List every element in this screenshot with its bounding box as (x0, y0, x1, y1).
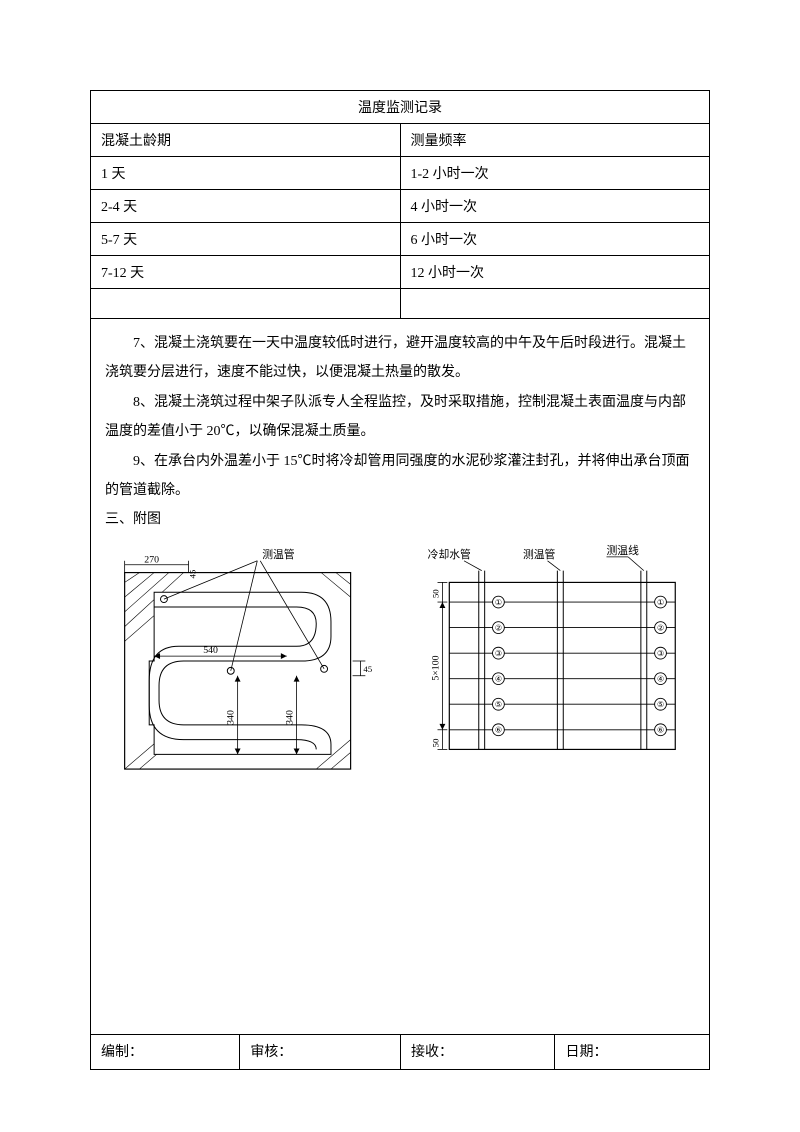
svg-text:⑥: ⑥ (657, 725, 664, 734)
dim-45-right: 45 (363, 664, 372, 674)
monitoring-table: 温度监测记录 混凝土龄期 测量频率 1 天1-2 小时一次 2-4 天4 小时一… (91, 91, 709, 319)
table-row: 5-7 天6 小时一次 (91, 223, 709, 256)
footer-review: 审核： (239, 1035, 400, 1069)
svg-text:③: ③ (657, 649, 664, 658)
svg-text:①: ① (495, 598, 502, 607)
table-row (91, 289, 709, 319)
table-row: 1 天1-2 小时一次 (91, 157, 709, 190)
svg-text:②: ② (657, 623, 664, 632)
svg-text:①: ① (657, 598, 664, 607)
dim-340b: 340 (285, 710, 296, 725)
label-pipe2: 测温管 (523, 547, 556, 561)
section-3-heading: 三、附图 (105, 505, 695, 534)
table-title: 温度监测记录 (91, 91, 709, 124)
table-header-freq: 测量频率 (400, 124, 709, 157)
label-line: 测温线 (607, 543, 640, 557)
svg-text:③: ③ (495, 649, 502, 658)
diagram-section: ① ① ② ② ③ ③ ④ ④ ⑤ ⑤ ⑥ ⑥ 冷却水管 测温管 测温线 50 (410, 541, 695, 781)
label-pipe: 测温管 (262, 547, 295, 561)
svg-text:④: ④ (657, 674, 664, 683)
table-row: 7-12 天12 小时一次 (91, 256, 709, 289)
paragraph-7: 7、混凝土浇筑要在一天中温度较低时进行，避开温度较高的中午及午后时段进行。混凝土… (105, 329, 695, 388)
paragraph-8: 8、混凝土浇筑过程中架子队派专人全程监控，及时采取措施，控制混凝土表面温度与内部… (105, 388, 695, 447)
diagram-plan: 测温管 270 45 540 45 (105, 541, 380, 781)
dim-540: 540 (203, 645, 218, 656)
table-header-age: 混凝土龄期 (91, 124, 400, 157)
footer-made: 编制： (91, 1035, 239, 1069)
footer-row: 编制： 审核： 接收： 日期： (91, 1034, 709, 1069)
dim-340a: 340 (226, 710, 237, 725)
dim-50t: 50 (431, 588, 441, 597)
dim-45-top: 45 (187, 569, 197, 578)
body-text: 7、混凝土浇筑要在一天中温度较低时进行，避开温度较高的中午及午后时段进行。混凝土… (91, 319, 709, 1034)
svg-text:④: ④ (495, 674, 502, 683)
svg-text:⑥: ⑥ (495, 725, 502, 734)
footer-date: 日期： (554, 1035, 709, 1069)
svg-text:⑤: ⑤ (657, 700, 664, 709)
label-cool: 冷却水管 (428, 547, 471, 561)
dim-5x100: 5×100 (431, 655, 442, 680)
table-row: 2-4 天4 小时一次 (91, 190, 709, 223)
svg-text:⑤: ⑤ (495, 700, 502, 709)
paragraph-9: 9、在承台内外温差小于 15℃时将冷却管用同强度的水泥砂浆灌注封孔，并将伸出承台… (105, 447, 695, 506)
dim-270: 270 (144, 554, 159, 565)
svg-text:②: ② (495, 623, 502, 632)
footer-receive: 接收： (400, 1035, 555, 1069)
dim-50b: 50 (431, 738, 441, 747)
